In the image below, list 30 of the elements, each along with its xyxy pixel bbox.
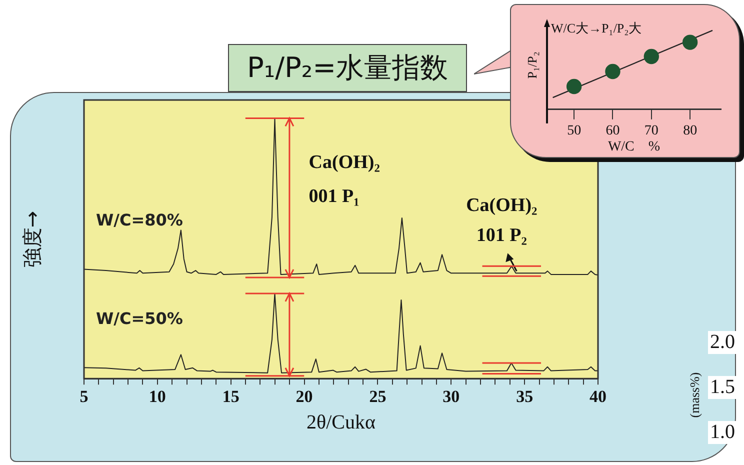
- point: [682, 34, 698, 50]
- annotation: Ca(OH)₂ 001 P₁: [308, 152, 380, 208]
- point: [605, 64, 620, 80]
- point: [644, 48, 659, 64]
- text: 2.0: [708, 331, 737, 354]
- point: [566, 78, 582, 94]
- y-axis-title: P₁/P₂: [524, 52, 540, 79]
- x-axis-title: 2θ/Cukα: [306, 411, 376, 434]
- x-tick-label: 25: [369, 387, 386, 406]
- x-tick-label: 70: [644, 123, 658, 138]
- x-tick-label: 60: [606, 123, 620, 138]
- text: 1.0: [708, 421, 737, 444]
- x-tick-label: 20: [296, 387, 313, 406]
- x-tick-label: 15: [222, 387, 240, 406]
- x-tick-label: 80: [683, 123, 698, 138]
- y-axis-title: 強度→: [20, 210, 44, 268]
- x-tick-label: 35: [516, 387, 534, 406]
- x-tick-label: 5: [80, 387, 88, 406]
- annotation: Ca(OH)₂ 101 P₂: [466, 195, 538, 246]
- series-label: W/C=80%: [96, 210, 183, 230]
- text: 1.5: [708, 376, 737, 399]
- x-tick-label: 10: [148, 387, 166, 406]
- series-label: W/C=50%: [96, 308, 183, 328]
- annotation: W/C大→P₁/P₂大: [551, 20, 642, 36]
- x-tick-label: 30: [442, 387, 460, 406]
- text: (mass%): [686, 372, 703, 418]
- x-tick-label: 40: [590, 387, 606, 406]
- x-axis-title: W/C %: [608, 139, 660, 154]
- chart-title: P₁/P₂=水量指数: [228, 44, 468, 92]
- x-tick-label: 50: [567, 123, 582, 138]
